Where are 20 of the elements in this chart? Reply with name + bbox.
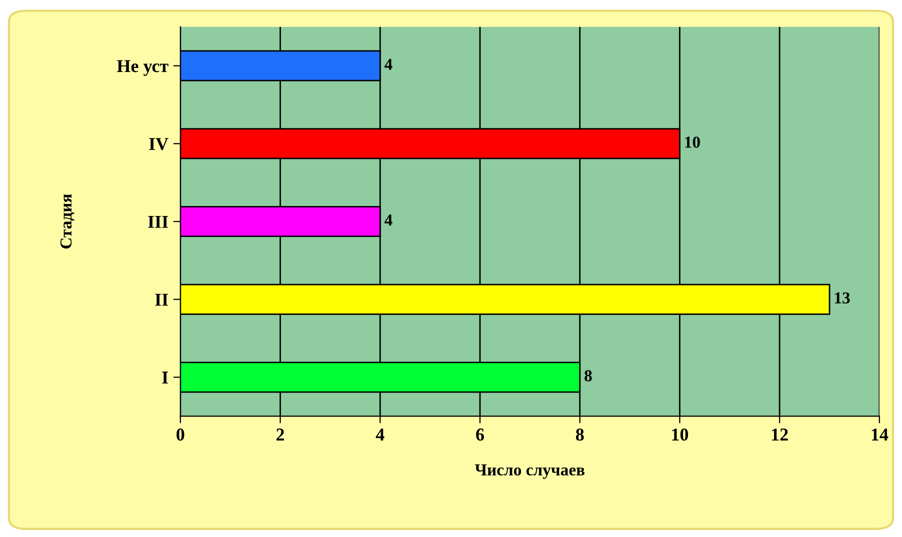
y-tick-label: Не уст <box>116 60 168 76</box>
data-label: 13 <box>835 292 850 304</box>
y-tick-label: II <box>155 294 168 306</box>
y-axis-title: Стадия <box>60 194 74 248</box>
y-tick-label: I <box>162 372 168 384</box>
x-tick-label: 2 <box>276 428 284 441</box>
x-tick-label: 0 <box>176 428 184 441</box>
x-tick-label: 4 <box>376 428 384 441</box>
x-tick-label: 14 <box>872 428 888 441</box>
x-axis-title: Число случаев <box>474 464 585 479</box>
x-tick-label: 12 <box>772 428 788 441</box>
x-tick-label: 8 <box>576 428 584 441</box>
x-tick-label: 10 <box>672 428 688 441</box>
y-tick-label: IV <box>149 138 168 150</box>
data-label: 4 <box>384 214 392 226</box>
data-label: 8 <box>584 370 592 382</box>
x-tick-label: 6 <box>476 428 484 441</box>
data-label: 10 <box>685 136 700 148</box>
y-tick-label: III <box>148 216 168 228</box>
data-label: 4 <box>384 58 392 70</box>
